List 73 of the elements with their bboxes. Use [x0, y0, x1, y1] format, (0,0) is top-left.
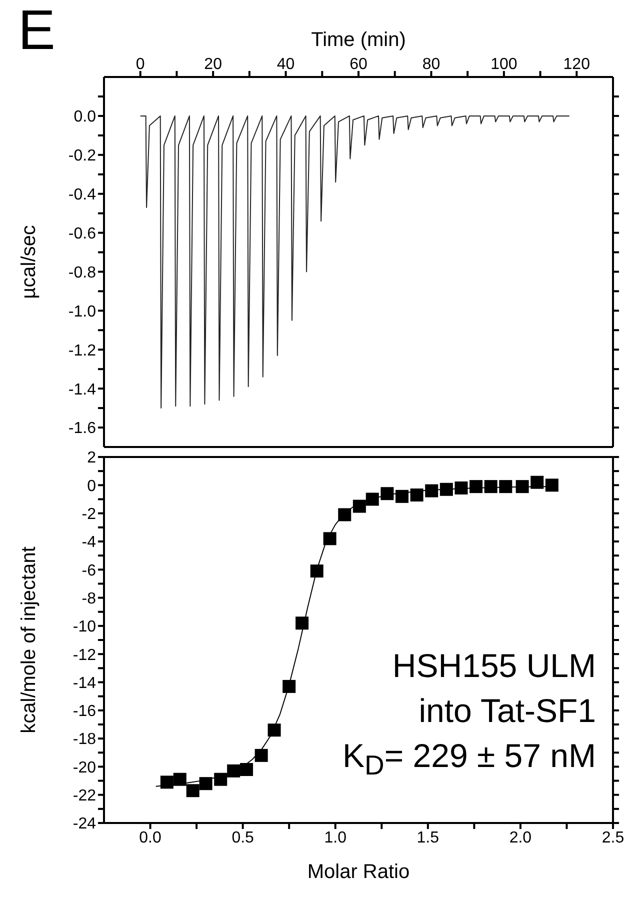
y-tick-label: -1.2 — [68, 342, 96, 360]
x-tick-label: 120 — [563, 56, 590, 73]
point — [484, 480, 498, 494]
y-tick-label: -2 — [82, 506, 96, 523]
point — [352, 500, 366, 513]
x-tick-label: 2.5 — [602, 829, 624, 846]
y-tick-label: -10 — [72, 618, 96, 636]
point — [366, 492, 379, 506]
x-tick-label: 60 — [350, 56, 368, 73]
y-tick-label: 0.0 — [74, 108, 96, 126]
x-tick-label: 0.0 — [139, 829, 162, 846]
y-tick-label: -0.8 — [68, 264, 96, 282]
y-tick-label: -6 — [82, 562, 96, 580]
line-series — [140, 115, 570, 409]
point — [530, 476, 544, 489]
point — [470, 480, 483, 494]
point — [380, 487, 394, 500]
y-tick-label: -20 — [72, 759, 96, 776]
point — [545, 478, 558, 492]
x-tick-label: 20 — [204, 56, 222, 73]
y-axis-title: kcal/mole of injectant — [18, 546, 40, 734]
point — [186, 784, 200, 798]
x-tick-label: 0 — [136, 56, 145, 73]
y-tick-label: -16 — [72, 703, 96, 720]
x-tick-label: 1.5 — [416, 829, 440, 846]
y-tick-label: -22 — [72, 788, 96, 805]
annotation: into Tat-SF1 — [418, 691, 596, 731]
point — [440, 482, 453, 496]
point — [173, 772, 186, 786]
x-tick-label: 40 — [276, 56, 295, 73]
point — [310, 564, 324, 578]
y-tick-label: -8 — [82, 590, 96, 608]
x-tick-label: 80 — [422, 56, 440, 73]
point — [268, 724, 281, 737]
x-axis-title: Molar Ratio — [307, 861, 410, 883]
y-tick-label: -18 — [72, 731, 96, 748]
y-tick-label: -14 — [72, 674, 96, 692]
point — [410, 488, 424, 502]
point — [254, 748, 268, 762]
annotation: K$_{D}$= 229 ± 57 nM — [342, 736, 596, 783]
y-tick-label: 0 — [87, 478, 96, 495]
x-tick-label: 1.0 — [324, 829, 347, 846]
chart-title: E — [18, 0, 56, 61]
y-tick-label: -1.4 — [68, 381, 96, 398]
point — [516, 480, 529, 494]
point — [240, 763, 254, 776]
y-tick-label: -12 — [72, 646, 96, 664]
point — [296, 616, 309, 630]
point — [199, 777, 212, 790]
point — [282, 680, 296, 693]
point — [227, 764, 240, 778]
x-axis-title: Time (min) — [311, 29, 406, 52]
point — [338, 508, 352, 522]
y-tick-label: -0.6 — [68, 225, 96, 242]
point — [214, 772, 228, 786]
y-tick-label: -1.6 — [68, 420, 96, 438]
x-tick-label: 0.5 — [232, 829, 254, 846]
y-tick-label: -1.0 — [68, 303, 96, 320]
point — [395, 490, 408, 503]
annotation: HSH155 ULM — [391, 646, 596, 686]
y-tick-label: -24 — [72, 816, 96, 833]
y-tick-label: -4 — [82, 534, 96, 552]
x-tick-label: 100 — [490, 56, 518, 73]
point — [454, 481, 468, 494]
y-tick-label: -0.2 — [68, 148, 96, 165]
point — [160, 776, 174, 789]
y-axis-title: µcal/sec — [18, 225, 40, 299]
y-tick-label: -0.4 — [68, 186, 96, 204]
point — [425, 484, 438, 498]
point — [323, 532, 336, 546]
point — [499, 480, 512, 494]
y-tick-label: 2 — [87, 450, 96, 467]
x-tick-label: 2.0 — [509, 829, 532, 846]
